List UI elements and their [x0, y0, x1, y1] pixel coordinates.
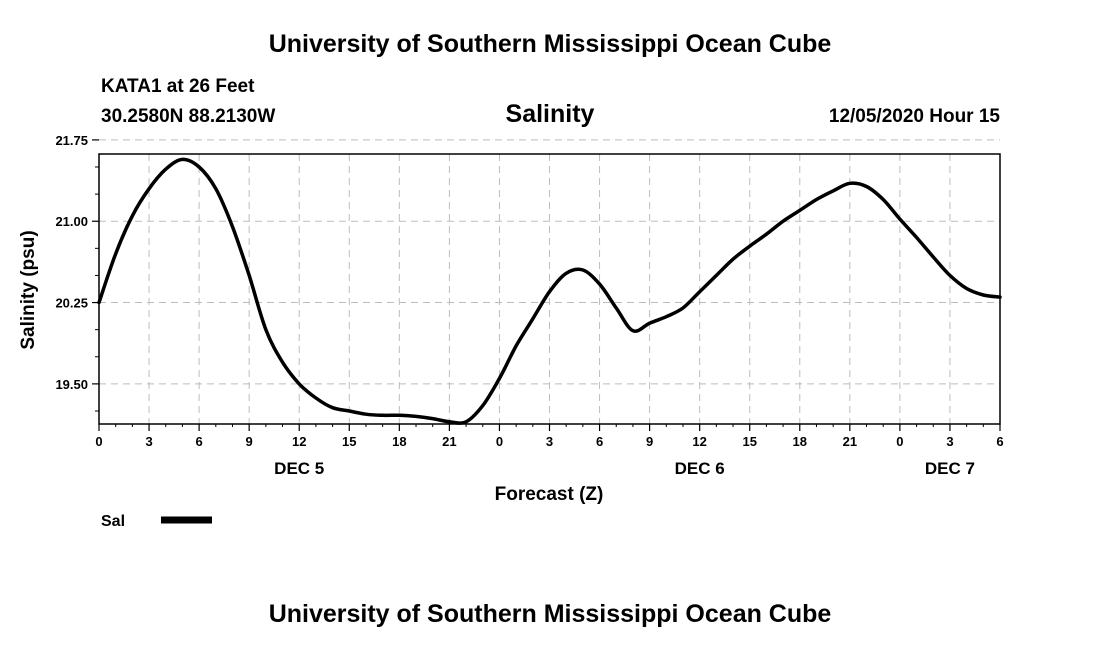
legend-label-sal: Sal: [101, 513, 125, 530]
x-tick-label-15: 21: [843, 434, 857, 449]
station-coordinates: 30.2580N 88.2130W: [101, 106, 276, 127]
x-tick-label-8: 0: [496, 434, 503, 449]
day-label-2: DEC 7: [925, 459, 975, 478]
station-label: KATA1 at 26 Feet: [101, 76, 255, 97]
y-tick-label-3: 21.75: [55, 133, 88, 148]
x-tick-label-12: 12: [692, 434, 706, 449]
x-axis-title: Forecast (Z): [495, 484, 604, 505]
y-tick-labels: 19.50 20.25 21.00 21.75: [55, 133, 88, 392]
x-tick-label-5: 15: [342, 434, 356, 449]
x-tick-label-6: 18: [392, 434, 406, 449]
forecast-datetime: 12/05/2020 Hour 15: [828, 106, 1000, 127]
y-tick-label-0: 19.50: [55, 377, 88, 392]
y-tick-label-2: 21.00: [55, 214, 88, 229]
series-line-sal: [97, 157, 1002, 425]
x-tick-label-18: 6: [996, 434, 1003, 449]
x-tick-label-1: 3: [145, 434, 152, 449]
grid-lines: [99, 139, 1000, 424]
day-label-0: DEC 5: [274, 459, 324, 478]
x-tick-label-10: 6: [596, 434, 603, 449]
x-tick-labels: 0 3 6 9 12 15 18 21 0 3 6 9 12 15 18 21 0 3 6: [95, 434, 1003, 449]
legend: Sal: [101, 513, 212, 530]
day-labels: DEC 5 DEC 6 DEC 7: [274, 459, 975, 478]
x-tick-label-11: 9: [646, 434, 653, 449]
bottom-title: University of Southern Mississippi Ocean…: [268, 600, 832, 628]
x-tick-label-14: 18: [793, 434, 807, 449]
x-tick-label-3: 9: [246, 434, 253, 449]
day-label-1: DEC 6: [675, 459, 725, 478]
series-lines: [97, 157, 1002, 425]
x-tick-label-13: 15: [742, 434, 756, 449]
chart-title: Salinity: [505, 100, 595, 128]
x-tick-label-17: 3: [946, 434, 953, 449]
top-title: University of Southern Mississippi Ocean…: [268, 30, 832, 58]
x-tick-label-4: 12: [292, 434, 306, 449]
axis-ticks: [92, 139, 1001, 431]
y-tick-label-1: 20.25: [55, 296, 88, 311]
x-tick-label-0: 0: [95, 434, 102, 449]
x-tick-label-7: 21: [442, 434, 456, 449]
x-tick-label-16: 0: [896, 434, 903, 449]
x-tick-label-2: 6: [195, 434, 202, 449]
x-tick-label-9: 3: [546, 434, 553, 449]
y-axis-title: Salinity (psu): [18, 230, 39, 349]
